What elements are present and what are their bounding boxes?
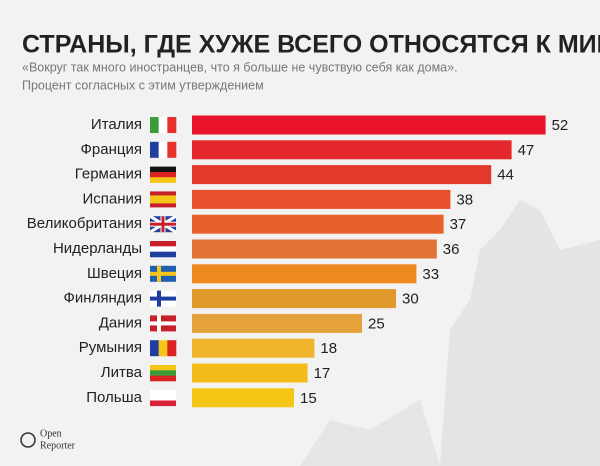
value-label: 18 — [320, 340, 337, 357]
flag — [157, 265, 161, 282]
flag — [150, 365, 176, 371]
flag — [150, 271, 176, 276]
flag — [158, 340, 168, 357]
bar — [192, 363, 308, 383]
category-label: Литва — [101, 364, 143, 381]
logo-text: Open — [40, 428, 62, 439]
chart-title: СТРАНЫ, ГДЕ ХУЖЕ ВСЕГО ОТНОСЯТСЯ К МИГРА… — [22, 31, 600, 59]
logo-text: Reporter — [40, 440, 76, 451]
category-label: Германия — [75, 166, 142, 183]
category-label: Румыния — [79, 339, 142, 356]
flag — [157, 290, 161, 307]
flag — [150, 171, 176, 178]
flag — [167, 340, 177, 357]
flag — [158, 117, 168, 133]
flag — [150, 395, 176, 401]
flag — [150, 296, 176, 301]
bar — [192, 189, 451, 209]
bar — [192, 264, 417, 284]
flag — [150, 375, 176, 382]
bar — [192, 239, 437, 259]
flag — [161, 216, 165, 233]
category-label: Финляндия — [64, 290, 142, 307]
bar — [192, 140, 512, 160]
flag — [167, 117, 177, 133]
bar — [192, 165, 492, 185]
map-shape — [300, 400, 440, 466]
value-label: 44 — [497, 167, 514, 184]
subtitle: Процент согласных с этим утверждением — [22, 78, 264, 92]
logo-icon — [20, 432, 36, 448]
flag — [150, 195, 176, 204]
value-label: 15 — [300, 390, 317, 407]
value-label: 30 — [402, 291, 419, 308]
bar — [192, 289, 396, 309]
flag — [150, 321, 176, 326]
flag — [150, 246, 176, 252]
category-label: Италия — [91, 116, 142, 133]
flag — [150, 177, 176, 183]
bar — [192, 313, 362, 333]
flag — [167, 141, 177, 158]
flag — [150, 340, 159, 357]
value-label: 38 — [456, 191, 473, 208]
bar — [192, 338, 315, 358]
value-label: 25 — [368, 315, 385, 332]
category-label: Франция — [81, 141, 142, 158]
value-label: 47 — [518, 142, 535, 159]
flag — [150, 389, 176, 396]
bar — [192, 115, 546, 135]
category-label: Дания — [99, 314, 142, 331]
flag — [150, 141, 159, 158]
category-label: Швеция — [87, 265, 142, 282]
flag — [157, 315, 161, 332]
flag — [158, 141, 168, 158]
value-label: 33 — [422, 266, 439, 283]
value-label: 37 — [450, 216, 467, 233]
flag — [150, 370, 176, 376]
bar — [192, 214, 444, 234]
category-label: Польша — [86, 389, 142, 406]
value-label: 36 — [443, 241, 460, 258]
flag — [150, 400, 176, 407]
value-label: 17 — [314, 365, 331, 382]
flag — [150, 166, 176, 173]
flag — [150, 241, 176, 247]
flag — [150, 117, 159, 133]
category-label: Великобритания — [27, 215, 142, 232]
flag — [150, 251, 176, 258]
category-label: Нидерланды — [53, 240, 142, 257]
value-label: 52 — [552, 117, 569, 134]
category-label: Испания — [82, 190, 142, 207]
map-shape — [440, 200, 600, 466]
subtitle: «Вокруг так много иностранцев, что я бол… — [22, 60, 458, 74]
bar — [192, 388, 294, 408]
